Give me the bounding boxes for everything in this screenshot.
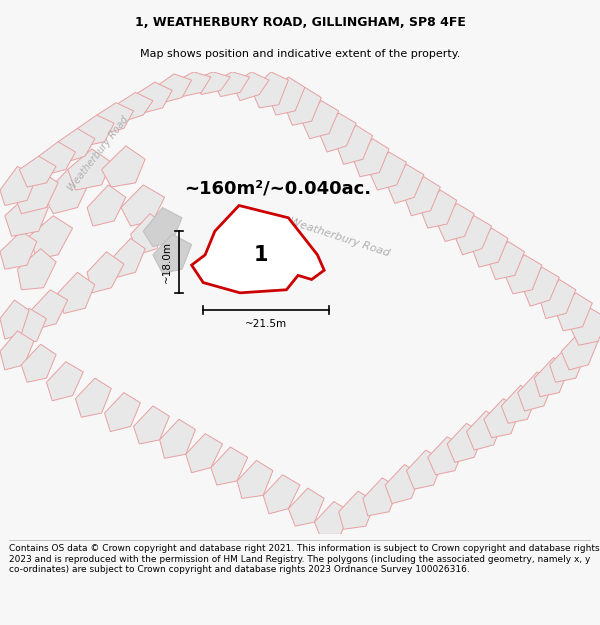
Polygon shape xyxy=(523,267,559,306)
Polygon shape xyxy=(302,101,339,139)
Text: Contains OS data © Crown copyright and database right 2021. This information is : Contains OS data © Crown copyright and d… xyxy=(9,544,599,574)
Polygon shape xyxy=(0,331,34,370)
Polygon shape xyxy=(29,216,73,259)
Polygon shape xyxy=(10,308,46,346)
Text: Map shows position and indicative extent of the property.: Map shows position and indicative extent… xyxy=(140,49,460,59)
Text: Weatherbury Road: Weatherbury Road xyxy=(289,217,391,259)
Text: 1: 1 xyxy=(254,245,269,265)
Polygon shape xyxy=(286,88,321,126)
Polygon shape xyxy=(104,392,140,432)
Text: ~21.5m: ~21.5m xyxy=(245,319,287,329)
Polygon shape xyxy=(186,434,223,472)
Polygon shape xyxy=(97,102,134,134)
Polygon shape xyxy=(385,464,421,504)
Polygon shape xyxy=(143,208,182,247)
Polygon shape xyxy=(14,169,58,214)
Polygon shape xyxy=(237,461,273,498)
Polygon shape xyxy=(19,156,56,187)
Polygon shape xyxy=(232,72,269,101)
Polygon shape xyxy=(455,216,491,255)
Polygon shape xyxy=(58,128,95,162)
Polygon shape xyxy=(437,203,474,241)
Polygon shape xyxy=(58,272,95,313)
Text: Weatherbury Road: Weatherbury Road xyxy=(66,114,130,193)
Polygon shape xyxy=(21,344,56,382)
Polygon shape xyxy=(111,238,145,278)
Polygon shape xyxy=(87,252,124,293)
Polygon shape xyxy=(153,234,191,273)
Polygon shape xyxy=(0,231,37,269)
Polygon shape xyxy=(263,475,300,514)
Polygon shape xyxy=(289,488,324,526)
Polygon shape xyxy=(472,228,508,267)
Polygon shape xyxy=(101,146,145,187)
Text: ~18.0m: ~18.0m xyxy=(162,241,172,283)
Polygon shape xyxy=(534,357,569,397)
Polygon shape xyxy=(505,255,542,294)
Polygon shape xyxy=(484,399,521,437)
Polygon shape xyxy=(337,126,373,164)
Polygon shape xyxy=(44,169,89,214)
Polygon shape xyxy=(76,378,111,418)
Polygon shape xyxy=(269,77,305,115)
Polygon shape xyxy=(211,447,248,485)
Polygon shape xyxy=(136,82,172,113)
Polygon shape xyxy=(87,185,126,226)
Polygon shape xyxy=(428,437,464,475)
Polygon shape xyxy=(191,206,324,293)
Polygon shape xyxy=(540,279,576,319)
Text: ~160m²/~0.040ac.: ~160m²/~0.040ac. xyxy=(184,179,371,198)
Polygon shape xyxy=(5,195,49,236)
Polygon shape xyxy=(134,406,169,444)
Polygon shape xyxy=(155,74,191,102)
Polygon shape xyxy=(406,450,443,489)
Polygon shape xyxy=(314,501,350,534)
Polygon shape xyxy=(194,72,230,94)
Polygon shape xyxy=(251,72,289,108)
Polygon shape xyxy=(46,362,83,401)
Polygon shape xyxy=(550,344,586,382)
Polygon shape xyxy=(404,177,440,216)
Polygon shape xyxy=(518,372,554,411)
Polygon shape xyxy=(421,190,457,228)
Polygon shape xyxy=(466,411,503,450)
Polygon shape xyxy=(561,331,598,370)
Polygon shape xyxy=(353,139,389,177)
Polygon shape xyxy=(319,113,356,152)
Polygon shape xyxy=(121,185,164,226)
Polygon shape xyxy=(363,478,399,516)
Polygon shape xyxy=(447,423,484,462)
Polygon shape xyxy=(68,149,111,190)
Polygon shape xyxy=(0,300,29,339)
Polygon shape xyxy=(489,241,524,279)
Text: 1, WEATHERBURY ROAD, GILLINGHAM, SP8 4FE: 1, WEATHERBURY ROAD, GILLINGHAM, SP8 4FE xyxy=(134,16,466,29)
Polygon shape xyxy=(131,214,166,255)
Polygon shape xyxy=(17,249,56,290)
Polygon shape xyxy=(31,290,68,329)
Polygon shape xyxy=(174,72,211,96)
Polygon shape xyxy=(0,166,37,206)
Polygon shape xyxy=(77,115,114,146)
Polygon shape xyxy=(339,491,376,529)
Polygon shape xyxy=(556,293,592,331)
Polygon shape xyxy=(370,152,406,190)
Polygon shape xyxy=(116,92,153,121)
Polygon shape xyxy=(501,386,537,423)
Polygon shape xyxy=(387,164,424,203)
Polygon shape xyxy=(213,72,250,96)
Polygon shape xyxy=(160,419,196,458)
Polygon shape xyxy=(39,142,76,174)
Polygon shape xyxy=(571,308,600,345)
